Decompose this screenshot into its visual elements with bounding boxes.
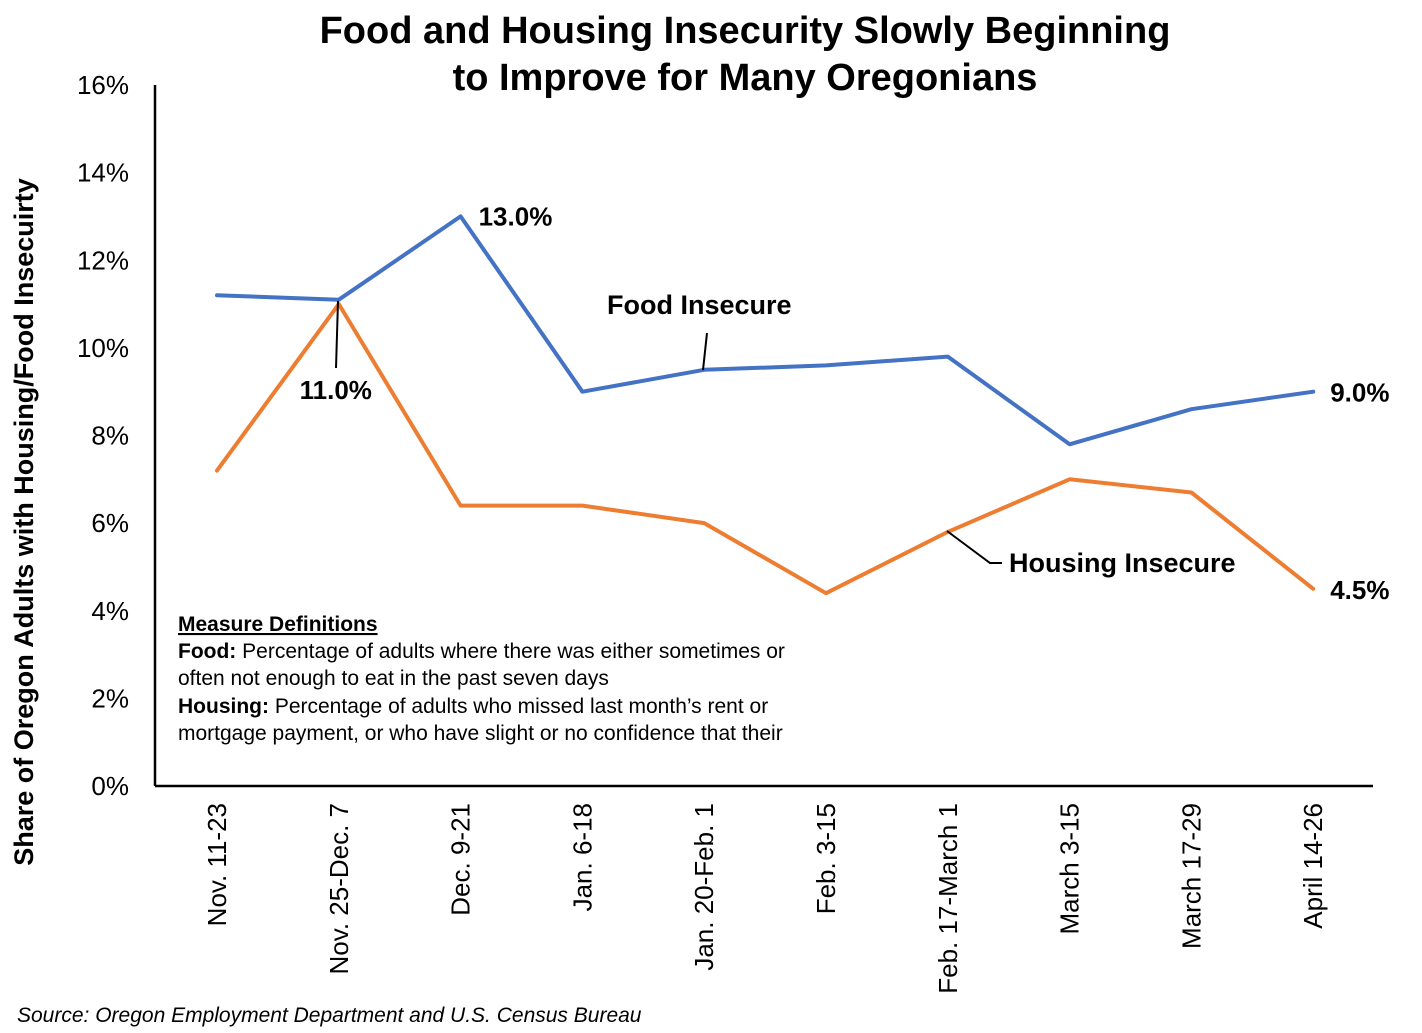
x-tick-label: Feb. 3-15	[811, 803, 841, 914]
data-label: 9.0%	[1330, 378, 1389, 408]
definition-housing-text-1: Percentage of adults who missed last mon…	[269, 695, 768, 718]
data-label: 4.5%	[1330, 575, 1389, 605]
x-tick-label: April 14-26	[1298, 803, 1328, 929]
definitions-title: Measure Definitions	[178, 613, 378, 636]
y-tick-label: 6%	[91, 508, 129, 538]
source-note: Source: Oregon Employment Department and…	[17, 1004, 642, 1027]
definition-housing-line-2: mortgage payment, or who have slight or …	[178, 722, 783, 745]
x-tick-label: Jan. 6-18	[567, 803, 597, 911]
definition-food-line-1: Food: Percentage of adults where there w…	[178, 640, 785, 663]
chart-title-line-2: to Improve for Many Oregonians	[453, 57, 1038, 99]
annotation-leader-11	[335, 300, 339, 369]
x-tick-label: Jan. 20-Feb. 1	[689, 803, 719, 971]
measure-definitions: Measure Definitions Food: Percentage of …	[178, 613, 785, 745]
series-lines	[215, 214, 1316, 596]
x-tick-label: March 3-15	[1055, 803, 1085, 935]
x-tick-label: Dec. 9-21	[446, 803, 476, 916]
y-axis-ticks: 0% 2% 4% 6% 8% 10% 12% 14% 16%	[77, 70, 129, 801]
data-annotations: 13.0% 11.0% 9.0% 4.5%	[300, 201, 1390, 604]
x-tick-label: Feb. 17-March 1	[933, 803, 963, 994]
definition-housing-line-1: Housing: Percentage of adults who missed…	[178, 695, 768, 718]
chart-title-line-1: Food and Housing Insecurity Slowly Begin…	[320, 10, 1171, 52]
housing-label-leader	[946, 530, 1002, 564]
data-label: 11.0%	[300, 375, 372, 405]
data-label: 13.0%	[479, 201, 553, 231]
y-tick-label: 12%	[77, 245, 129, 275]
food-label-leader	[702, 332, 708, 371]
y-tick-label: 4%	[91, 596, 129, 626]
definition-food-label: Food:	[178, 640, 236, 663]
x-tick-label: Nov. 11-23	[202, 803, 232, 926]
y-axis-label: Share of Oregon Adults with Housing/Food…	[9, 178, 39, 866]
series-label-housing-insecure: Housing Insecure	[1009, 548, 1236, 578]
x-axis-ticks: Nov. 11-23 Nov. 25-Dec. 7 Dec. 9-21 Jan. 6-…	[202, 803, 1328, 994]
definition-food-text-1: Percentage of adults where there was eit…	[236, 640, 785, 663]
y-tick-label: 10%	[77, 333, 129, 363]
y-tick-label: 2%	[91, 683, 129, 713]
definition-food-line-2: often not enough to eat in the past seve…	[178, 667, 609, 690]
series-line-housing-insecure	[215, 302, 1316, 596]
y-tick-label: 16%	[77, 70, 129, 100]
y-tick-label: 14%	[77, 158, 129, 188]
series-line-food-insecure	[215, 214, 1316, 447]
y-tick-label: 8%	[91, 421, 129, 451]
series-label-food-insecure: Food Insecure	[607, 290, 792, 320]
x-tick-label: March 17-29	[1176, 803, 1206, 949]
x-tick-label: Nov. 25-Dec. 7	[324, 803, 354, 974]
definition-housing-label: Housing:	[178, 695, 269, 718]
y-tick-label: 0%	[91, 771, 129, 801]
